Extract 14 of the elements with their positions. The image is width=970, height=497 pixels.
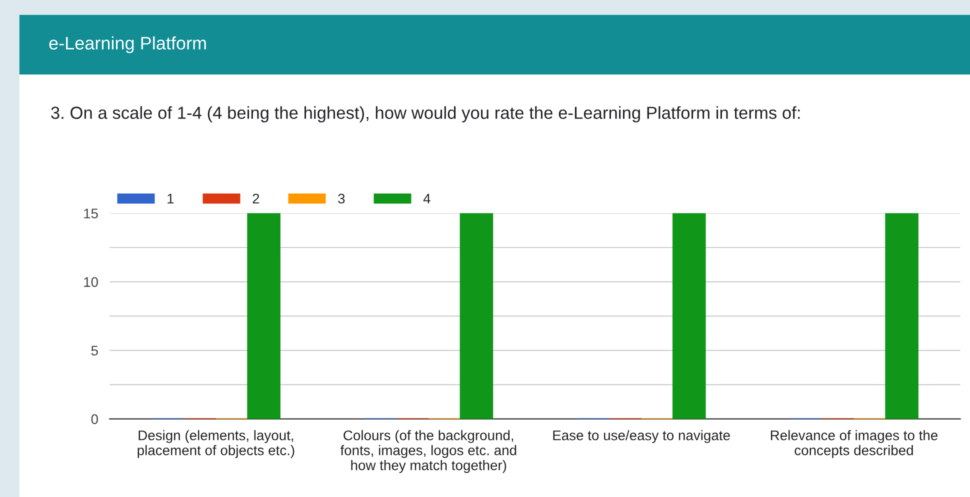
legend-label: 2 xyxy=(252,194,260,204)
y-tick-label: 10 xyxy=(84,277,98,287)
legend-label: 3 xyxy=(338,194,345,204)
chart-subtitle: 3. On a scale of 1-4 (4 being the highest), how would you rate the e-Learning Platform in terms of: xyxy=(51,106,800,122)
chart-title: e-Learning Platform xyxy=(49,36,206,54)
y-tick-label: 5 xyxy=(91,346,98,356)
y-tick-label: 0 xyxy=(91,414,98,424)
y-tick-label: 15 xyxy=(84,208,98,218)
x-tick-label: Design (elements, layout, placement of objects etc.) xyxy=(138,430,294,458)
legend-label: 4 xyxy=(423,194,430,204)
x-tick-label: Relevance of images to the concepts described xyxy=(770,430,938,458)
x-tick-label: Colours (of the background, fonts, images, logos etc. and how they match together) xyxy=(340,430,516,473)
legend-label: 1 xyxy=(168,194,174,204)
x-tick-label: Ease to use/easy to navigate xyxy=(553,430,730,444)
